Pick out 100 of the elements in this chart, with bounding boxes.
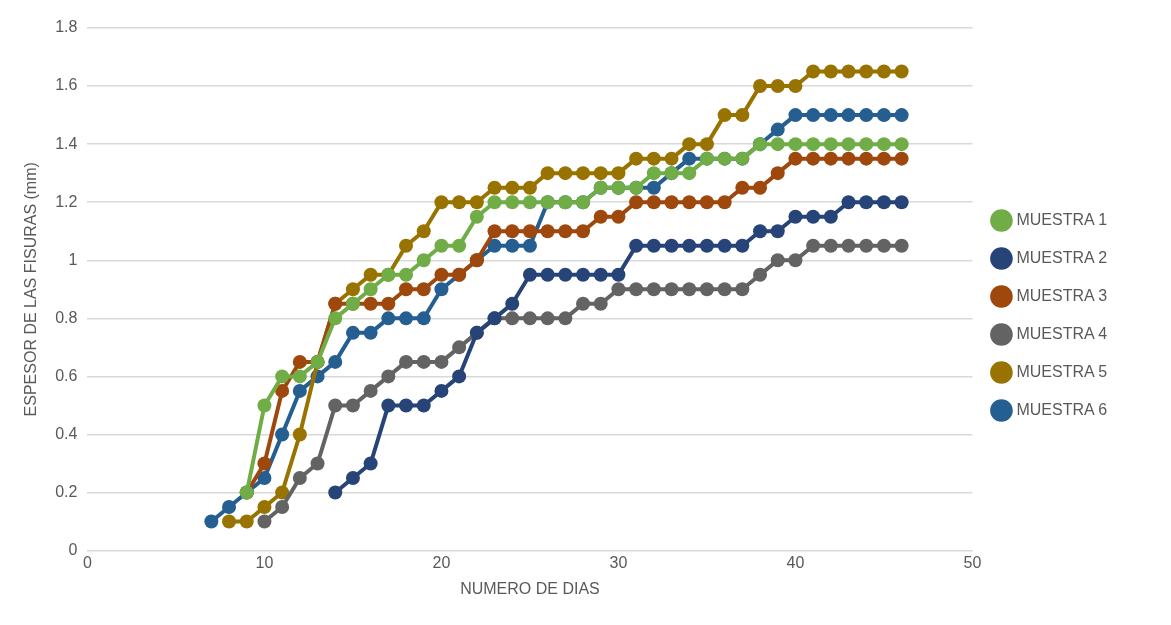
point [682, 151, 697, 166]
point [823, 151, 838, 166]
point [876, 108, 891, 123]
point [699, 195, 714, 210]
point [275, 485, 290, 500]
point [452, 195, 467, 210]
point [646, 180, 661, 195]
point [682, 282, 697, 297]
point [806, 238, 821, 253]
point [823, 108, 838, 123]
point [859, 151, 874, 166]
point [292, 354, 307, 369]
point [345, 398, 360, 413]
point [876, 137, 891, 152]
point [328, 311, 343, 326]
point [416, 311, 431, 326]
point [841, 108, 856, 123]
point [452, 238, 467, 253]
x-tick-label: 50 [963, 553, 982, 571]
point [841, 137, 856, 152]
point [452, 369, 467, 384]
legend-label: MUESTRA 3 [1016, 286, 1108, 304]
point [894, 238, 909, 253]
point [416, 282, 431, 297]
point [788, 151, 803, 166]
point [204, 514, 219, 529]
point [753, 180, 768, 195]
point [399, 238, 414, 253]
point [381, 296, 396, 311]
point [434, 195, 449, 210]
point [682, 195, 697, 210]
point [363, 383, 378, 398]
point [611, 166, 626, 181]
point [664, 282, 679, 297]
y-tick-label: 0 [68, 541, 78, 559]
point [292, 471, 307, 486]
point [257, 514, 272, 529]
point [859, 64, 874, 79]
point [770, 137, 785, 152]
point [292, 383, 307, 398]
point [859, 137, 874, 152]
point [699, 238, 714, 253]
point [434, 354, 449, 369]
point [664, 151, 679, 166]
point [770, 224, 785, 239]
point [629, 151, 644, 166]
point [859, 108, 874, 123]
point [540, 224, 555, 239]
legend-label: MUESTRA 5 [1016, 362, 1108, 380]
point [770, 79, 785, 94]
point [257, 398, 272, 413]
x-tick-label: 10 [255, 553, 274, 571]
point [788, 137, 803, 152]
point [699, 137, 714, 152]
point [381, 311, 396, 326]
point [894, 64, 909, 79]
y-tick-label: 1.4 [55, 134, 78, 152]
point [363, 325, 378, 340]
point [522, 180, 537, 195]
x-axis-title: NUMERO DE DIAS [460, 579, 600, 597]
point [823, 137, 838, 152]
point [823, 238, 838, 253]
point [522, 311, 537, 326]
point [646, 166, 661, 181]
y-tick-label: 0.2 [55, 482, 78, 500]
point [522, 267, 537, 282]
point [399, 282, 414, 297]
point [788, 79, 803, 94]
point [222, 500, 237, 515]
point [434, 238, 449, 253]
point [487, 195, 502, 210]
point [257, 471, 272, 486]
legend-label: MUESTRA 6 [1016, 400, 1108, 418]
point [399, 398, 414, 413]
point [399, 311, 414, 326]
point [399, 267, 414, 282]
point [788, 108, 803, 123]
point [328, 398, 343, 413]
point [381, 369, 396, 384]
point [257, 500, 272, 515]
y-tick-label: 0.4 [55, 424, 78, 442]
point [452, 340, 467, 355]
point [876, 151, 891, 166]
point [593, 267, 608, 282]
point [770, 253, 785, 268]
point [345, 282, 360, 297]
point [664, 195, 679, 210]
point [363, 267, 378, 282]
point [717, 108, 732, 123]
y-tick-label: 0.8 [55, 308, 78, 326]
point [434, 383, 449, 398]
y-tick-label: 1 [68, 250, 78, 268]
point [894, 137, 909, 152]
point [363, 456, 378, 471]
point [558, 166, 573, 181]
point [363, 296, 378, 311]
point [416, 354, 431, 369]
point [629, 282, 644, 297]
x-tick-label: 20 [432, 553, 451, 571]
point [646, 282, 661, 297]
